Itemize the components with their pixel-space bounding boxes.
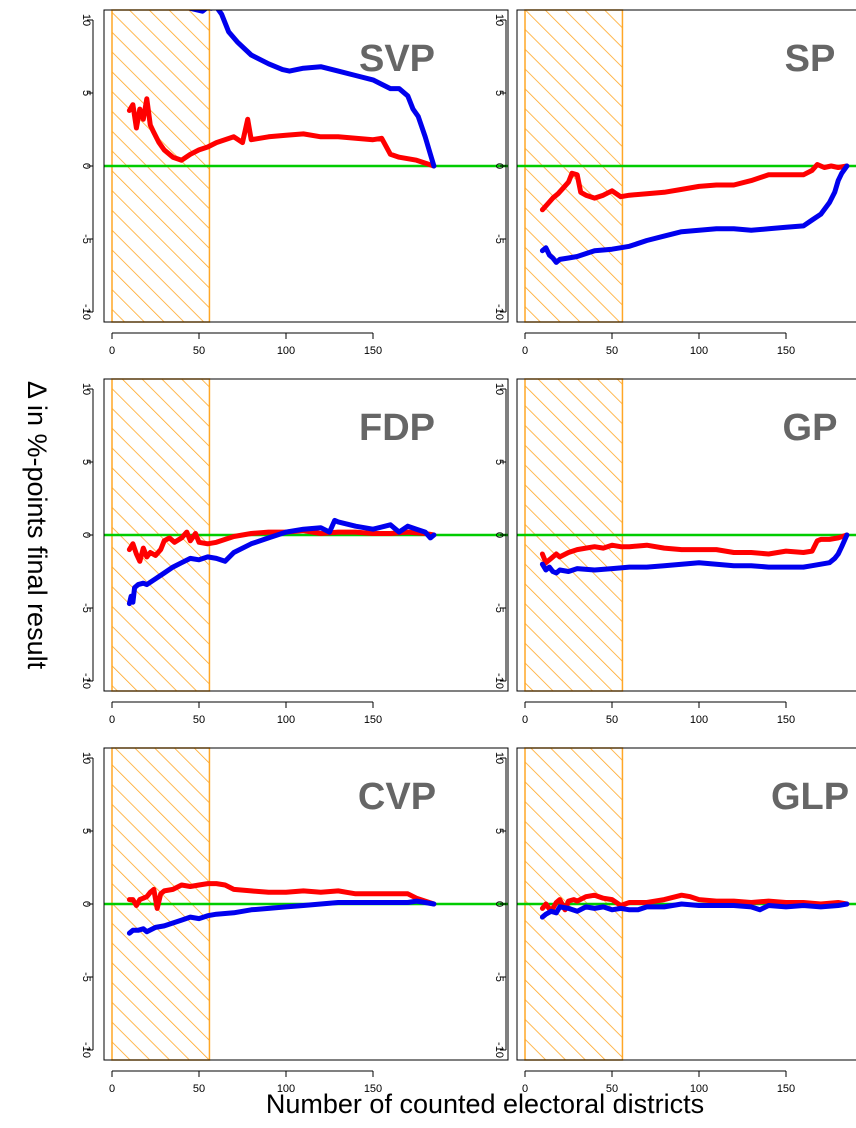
plot-frame: [103, 747, 509, 1061]
x-tick-label: 100: [277, 714, 295, 726]
y-tick-label: 0: [80, 532, 92, 538]
y-tick-label: -10: [493, 304, 505, 320]
y-tick-label: 10: [80, 14, 92, 26]
y-tick-label: 10: [80, 752, 92, 764]
plot-frame: [516, 747, 856, 1061]
panel-title: SVP: [359, 38, 435, 80]
y-tick-label: 5: [493, 828, 505, 834]
y-tick-label: -10: [493, 1042, 505, 1058]
panel-title: FDP: [359, 407, 435, 449]
series-line-blue: [539, 163, 850, 265]
series-line-blue: [539, 901, 850, 920]
y-tick-label: -5: [493, 603, 505, 613]
panel-title: SP: [785, 38, 836, 80]
panel-title: GLP: [771, 776, 849, 818]
y-tick-label: -10: [493, 673, 505, 689]
y-tick-label: 10: [80, 383, 92, 395]
y-tick-label: -10: [80, 673, 92, 689]
x-tick-label: 150: [364, 345, 382, 357]
y-tick-label: -5: [493, 234, 505, 244]
series-line-blue: [188, 10, 437, 169]
plot-frame: [103, 9, 509, 323]
x-tick-label: 50: [193, 345, 205, 357]
x-tick-label: 100: [277, 1083, 295, 1095]
plot-frame: [103, 378, 509, 692]
series-line-red: [126, 528, 437, 564]
series-line-blue: [539, 532, 850, 576]
x-tick-label: 0: [109, 714, 115, 726]
plot-frame: [516, 9, 856, 323]
plot-frame: [516, 378, 856, 692]
x-tick-label: 0: [522, 1083, 528, 1095]
x-tick-label: 50: [193, 1083, 205, 1095]
x-tick-label: 150: [777, 1083, 795, 1095]
y-tick-label: 0: [493, 532, 505, 538]
x-tick-label: 100: [690, 1083, 708, 1095]
y-tick-label: 0: [493, 901, 505, 907]
y-tick-label: 10: [493, 383, 505, 395]
series-line-red: [539, 532, 850, 566]
y-tick-label: 5: [493, 90, 505, 96]
x-tick-label: 150: [364, 1083, 382, 1095]
y-tick-label: 0: [80, 163, 92, 169]
x-tick-label: 0: [109, 345, 115, 357]
y-tick-label: 5: [80, 828, 92, 834]
panel-title: GP: [783, 407, 838, 449]
x-tick-label: 100: [690, 345, 708, 357]
series-line-blue: [126, 898, 437, 936]
x-tick-label: 0: [522, 714, 528, 726]
y-tick-label: 0: [80, 901, 92, 907]
x-tick-label: 50: [606, 714, 618, 726]
y-tick-label: -5: [493, 972, 505, 982]
y-tick-label: -10: [80, 1042, 92, 1058]
y-tick-label: 10: [493, 752, 505, 764]
series-line-red: [539, 162, 850, 213]
y-tick-label: 5: [80, 459, 92, 465]
x-tick-label: 150: [777, 714, 795, 726]
series-line-red: [126, 881, 437, 911]
x-tick-label: 150: [364, 714, 382, 726]
y-tick-label: 10: [493, 14, 505, 26]
x-tick-label: 100: [690, 714, 708, 726]
x-tick-label: 0: [109, 1083, 115, 1095]
y-axis-label: Δ in %-points final result: [22, 381, 52, 670]
x-tick-label: 150: [777, 345, 795, 357]
x-tick-label: 0: [522, 345, 528, 357]
y-tick-label: -5: [80, 234, 92, 244]
x-tick-label: 50: [193, 714, 205, 726]
y-tick-label: 5: [493, 459, 505, 465]
y-tick-label: -5: [80, 603, 92, 613]
x-axis-label: Number of counted electoral districts: [266, 1089, 704, 1119]
y-tick-label: -5: [80, 972, 92, 982]
x-tick-label: 100: [277, 345, 295, 357]
series-line-red: [126, 96, 437, 169]
y-tick-label: 5: [80, 90, 92, 96]
y-tick-label: 0: [493, 163, 505, 169]
panel-title: CVP: [358, 776, 436, 818]
series-line-blue: [126, 517, 437, 607]
y-tick-label: -10: [80, 304, 92, 320]
x-tick-label: 50: [606, 345, 618, 357]
x-tick-label: 50: [606, 1083, 618, 1095]
